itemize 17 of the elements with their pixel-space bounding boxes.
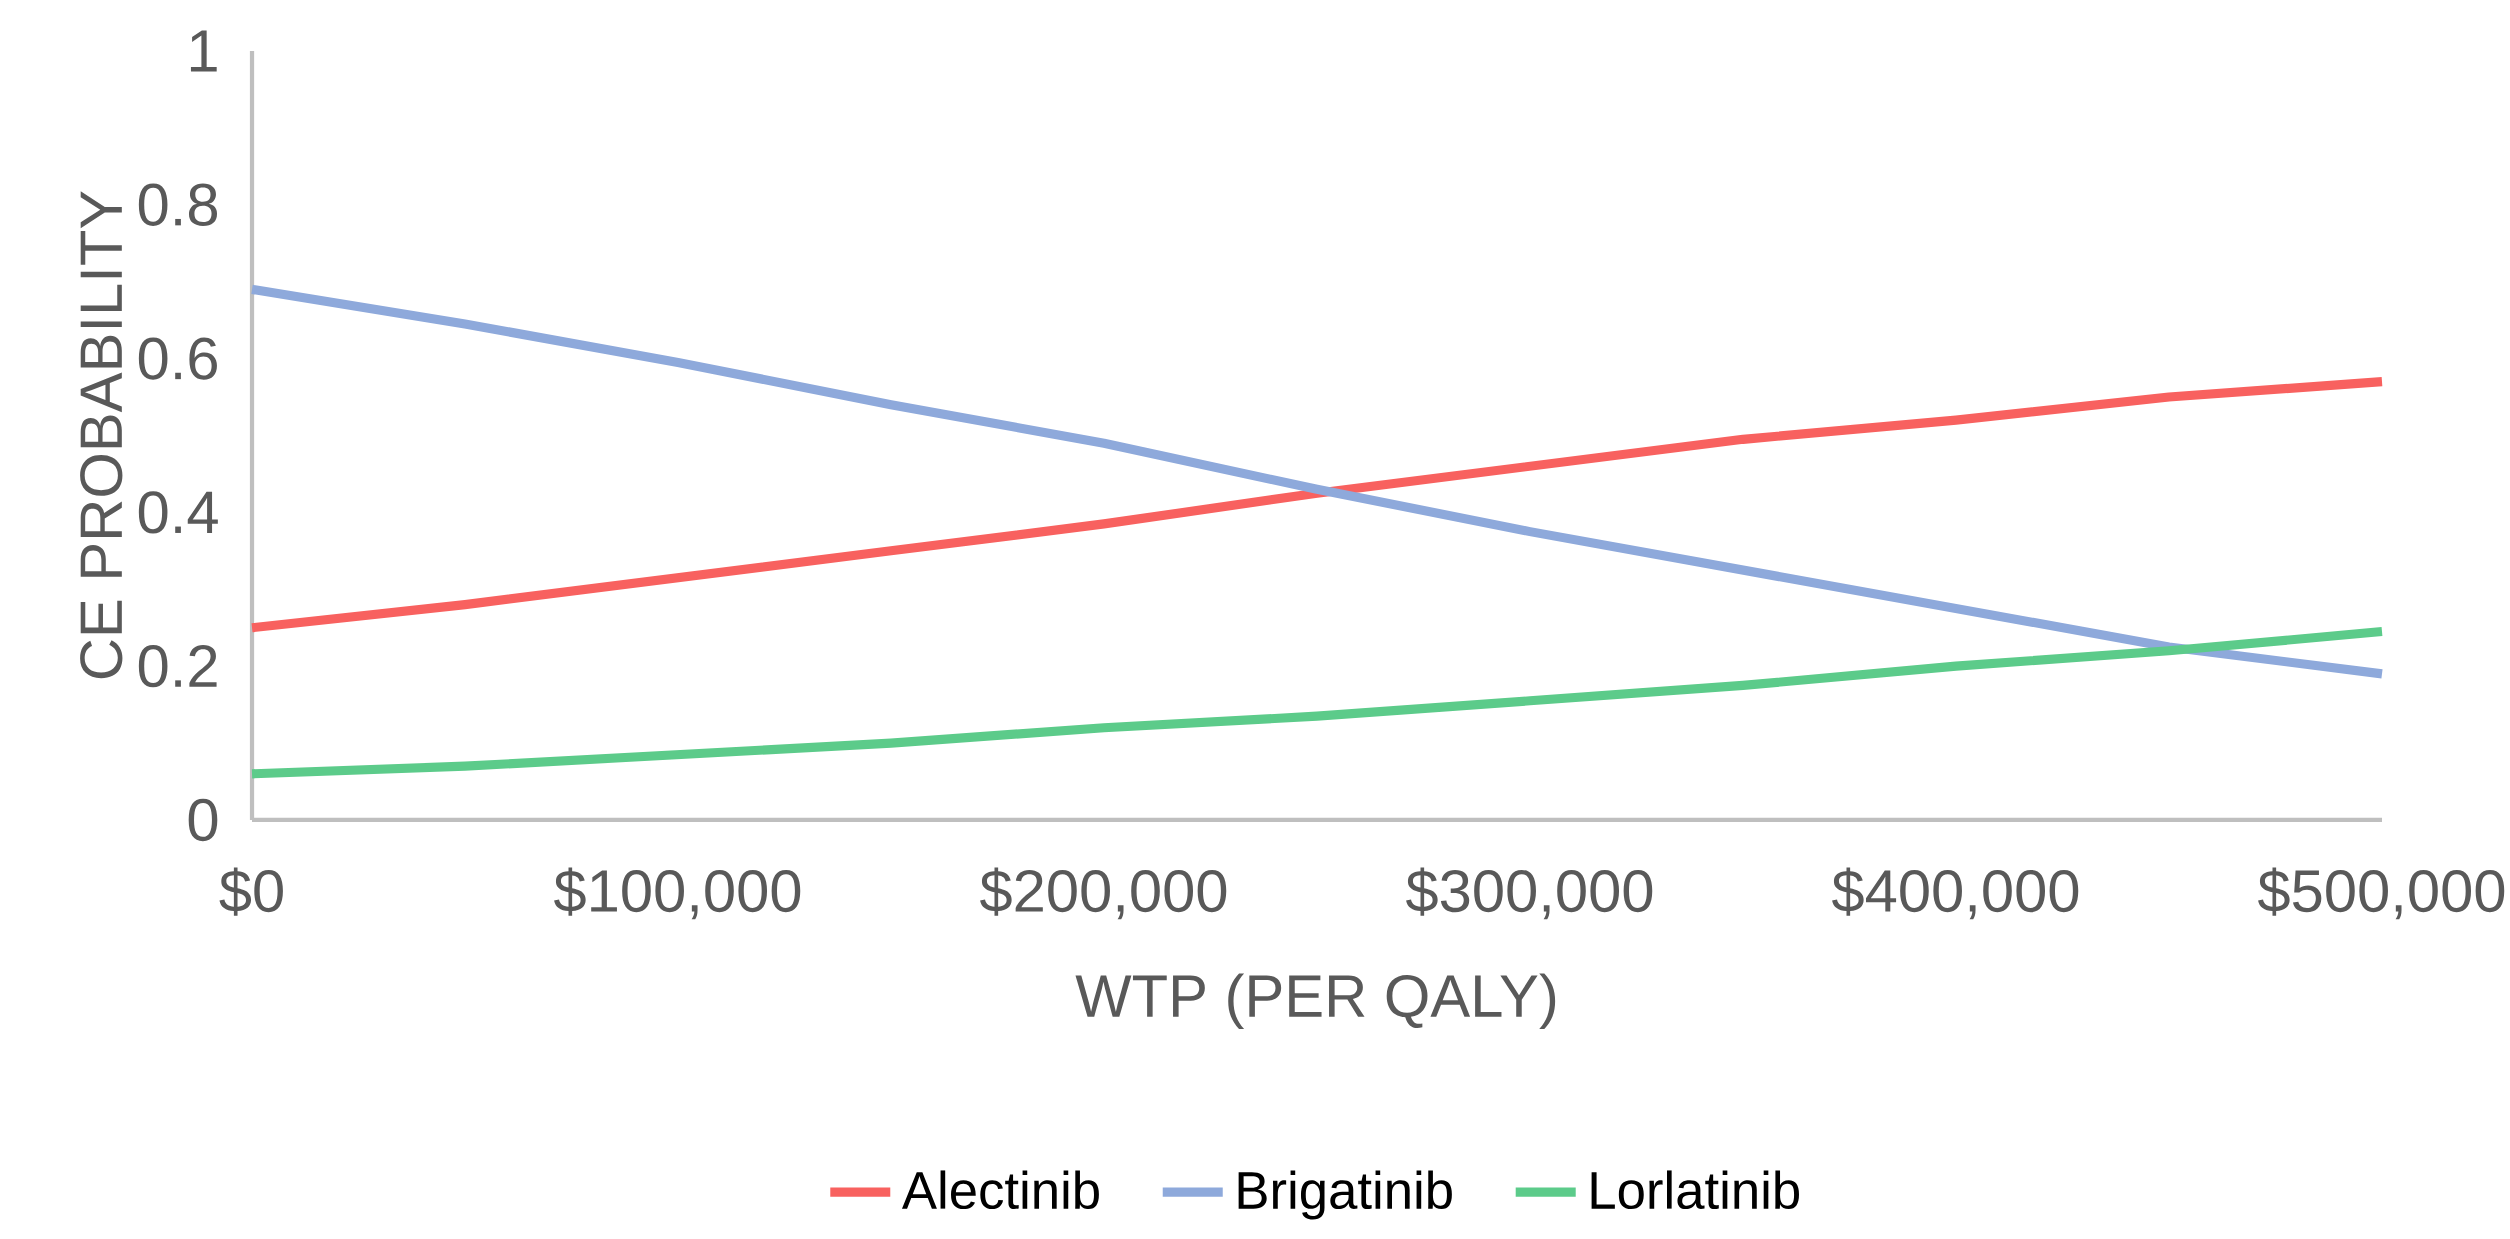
y-tick-label: 1: [190, 30, 217, 72]
legend-label: Lorlatinib: [1591, 1170, 1799, 1210]
x-tick-label: $500,000: [2258, 867, 2505, 920]
x-tick-label: $100,000: [554, 867, 801, 920]
y-axis-title: CE PROBABILITY: [80, 191, 123, 679]
legend-label: Brigatinib: [1238, 1170, 1452, 1220]
y-tick-label: 0.8: [138, 183, 218, 226]
legend-label: Alectinib: [901, 1170, 1099, 1210]
y-tick-label: 0.2: [138, 645, 217, 688]
y-tick-label: 0.4: [138, 491, 218, 534]
x-tick-label: $300,000: [1406, 867, 1653, 920]
x-tick-label: $200,000: [980, 867, 1227, 920]
x-axis-title: WTP (PER QALY): [1075, 973, 1556, 1030]
x-tick-label: $400,000: [1832, 867, 2079, 920]
x-tick-label: $0: [219, 867, 283, 916]
y-tick-label: 0.6: [138, 337, 217, 380]
y-tick-label: 0: [188, 798, 218, 842]
